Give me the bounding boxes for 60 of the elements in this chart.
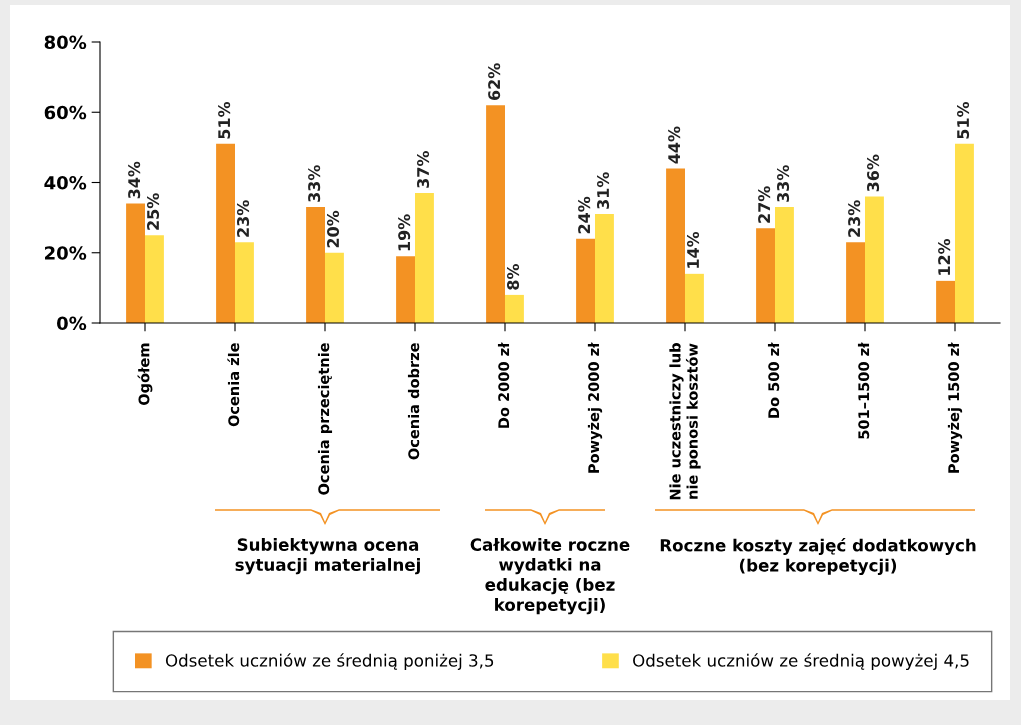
bar (325, 252, 344, 323)
data-label: 44% (668, 126, 681, 164)
y-tick-label: 40% (44, 175, 87, 190)
x-tick-label: Ogółem (137, 343, 153, 406)
data-label: 23% (848, 200, 861, 237)
legend-label: Odsetek uczniów ze średnią powyżej 4,5 (633, 653, 969, 670)
y-tick-label: 20% (45, 246, 87, 260)
bar (235, 242, 254, 323)
data-label: 20% (327, 210, 340, 248)
bar (756, 228, 775, 323)
x-tick-label: Ocenia źle (227, 343, 240, 427)
bar (306, 207, 325, 323)
text: Subiektywna ocena sytuacji materialnej (235, 538, 420, 575)
legend-label: Odsetek uczniów ze średnią poniżej 3,5 (165, 653, 494, 670)
y-tick-label: 80% (44, 35, 87, 50)
data-label: 37% (417, 151, 430, 188)
x-tick-label: Powyżej 1500 zł (947, 342, 963, 473)
x-tick-label: Do 2000 zł (497, 342, 510, 428)
data-label: 33% (308, 165, 321, 202)
x-tick-label: Ocenia dobrze (407, 343, 420, 460)
data-label: 23% (237, 200, 250, 237)
x-tick-label: Powyżej 2000 zł (587, 342, 603, 473)
y-tick-label: 60% (44, 105, 87, 120)
data-label: 12% (938, 238, 951, 275)
bar (955, 143, 974, 323)
data-label: 8% (507, 264, 520, 290)
data-label: 25% (147, 193, 160, 230)
bar (846, 242, 865, 323)
data-label: 31% (597, 172, 610, 209)
bar (505, 294, 524, 323)
data-label: 27% (758, 186, 771, 223)
data-label: 51% (957, 101, 970, 139)
bar (145, 235, 164, 323)
data-label: 36% (867, 154, 880, 192)
bar (936, 280, 955, 323)
x-tick-label: Nie uczestniczy lub nie ponosi kosztów (669, 343, 701, 500)
data-label: 19% (398, 214, 411, 251)
text: Całkowite roczne wydatki na edukację (bez korepetycji) (470, 538, 630, 615)
bar (576, 238, 595, 323)
text: Roczne koszty zajęć dodatkowych (bez korepetycji) (660, 538, 976, 575)
bar (216, 143, 235, 323)
bar (595, 214, 614, 323)
data-label: 24% (578, 196, 591, 234)
data-label: 14% (687, 231, 700, 268)
x-tick-label: Do 500 zł (767, 342, 780, 418)
data-label: 62% (488, 63, 501, 101)
y-tick-label: 0% (57, 316, 87, 331)
data-label: 34% (128, 161, 141, 199)
bar (396, 256, 415, 323)
bar (126, 203, 145, 323)
bar (685, 273, 704, 323)
data-label: 33% (777, 165, 790, 202)
x-tick-label: 501–1500 zł (857, 342, 870, 439)
bar (865, 196, 884, 323)
bar (415, 193, 434, 323)
bar (666, 168, 685, 323)
bar (486, 105, 505, 323)
bar (775, 207, 794, 323)
data-label: 51% (218, 101, 231, 139)
x-tick-label: Ocenia przeciętnie (317, 343, 333, 495)
